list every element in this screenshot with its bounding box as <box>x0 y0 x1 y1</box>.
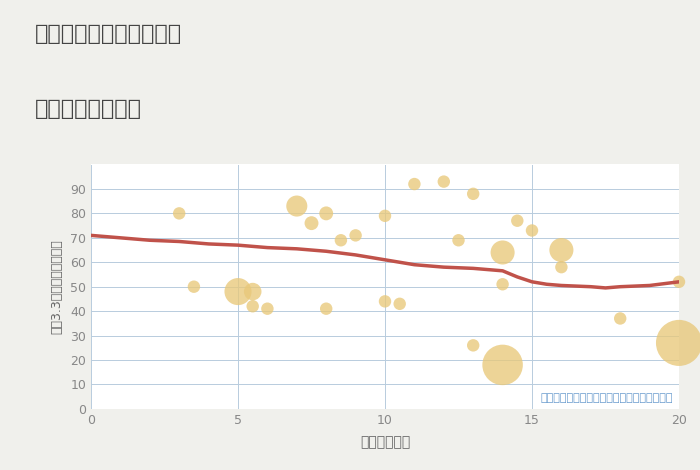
Point <box>497 281 508 288</box>
Point <box>615 315 626 322</box>
Point <box>232 288 244 295</box>
Point <box>453 236 464 244</box>
Text: 兵庫県尼崎市戸ノ内町の: 兵庫県尼崎市戸ノ内町の <box>35 24 182 44</box>
Point <box>306 219 317 227</box>
Point <box>379 298 391 305</box>
Point <box>673 339 685 347</box>
Point <box>409 180 420 188</box>
Point <box>335 236 346 244</box>
Point <box>188 283 199 290</box>
Point <box>247 303 258 310</box>
Point <box>468 190 479 197</box>
Point <box>468 342 479 349</box>
Point <box>438 178 449 185</box>
Point <box>556 246 567 254</box>
Point <box>526 227 538 234</box>
Point <box>379 212 391 219</box>
Point <box>321 210 332 217</box>
Point <box>512 217 523 225</box>
Y-axis label: 平（3.3㎡）単価（万円）: 平（3.3㎡）単価（万円） <box>50 239 63 334</box>
Point <box>262 305 273 313</box>
Point <box>497 361 508 368</box>
Point <box>556 263 567 271</box>
Text: 円の大きさは、取引のあった物件面積を示す: 円の大きさは、取引のあった物件面積を示す <box>540 393 673 403</box>
Point <box>394 300 405 307</box>
Point <box>673 278 685 286</box>
Point <box>350 232 361 239</box>
Point <box>247 288 258 295</box>
Point <box>291 202 302 210</box>
X-axis label: 駅距離（分）: 駅距離（分） <box>360 435 410 449</box>
Point <box>321 305 332 313</box>
Text: 駅距離別土地価格: 駅距離別土地価格 <box>35 99 142 119</box>
Point <box>497 249 508 256</box>
Point <box>174 210 185 217</box>
